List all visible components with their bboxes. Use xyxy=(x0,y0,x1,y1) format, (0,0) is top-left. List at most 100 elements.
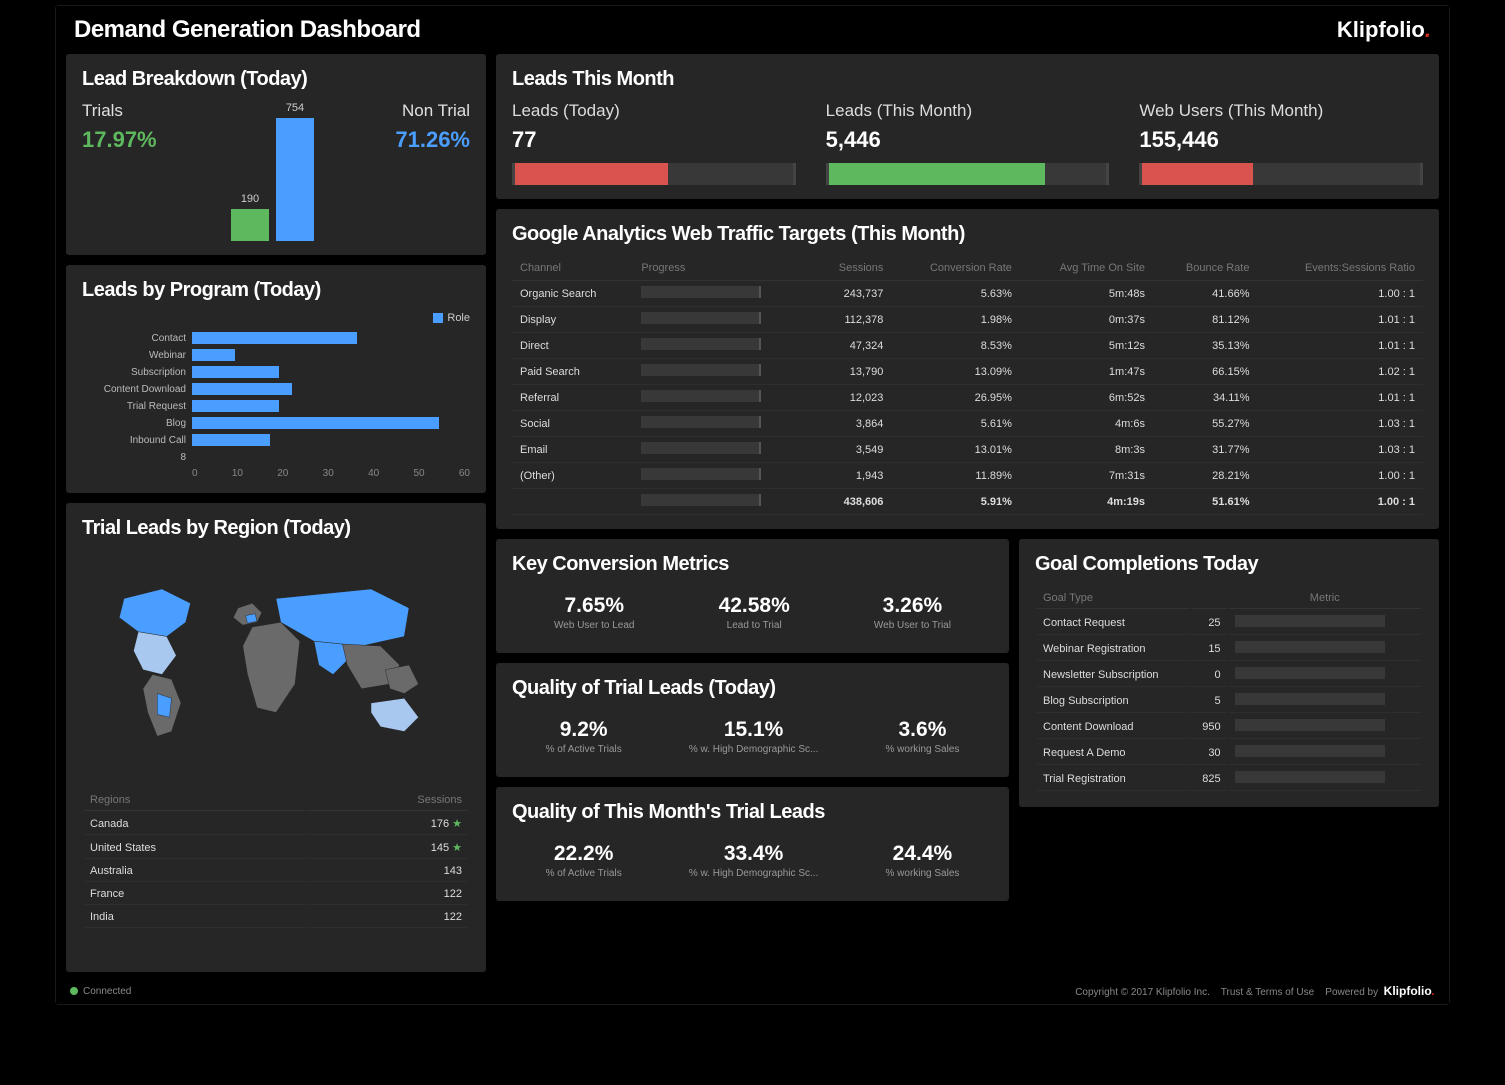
metric: 42.58%Lead to Trial xyxy=(719,594,790,631)
program-row: 8 xyxy=(82,449,470,465)
x-axis: 0102030405060 xyxy=(192,466,470,479)
leads-this-month-card: Leads This Month Leads (Today)77 Leads (T… xyxy=(496,54,1439,199)
progress-bar xyxy=(1235,745,1385,757)
bar: 190 xyxy=(231,209,269,242)
metric-block: Leads (This Month)5,446 xyxy=(826,101,1110,185)
table-row[interactable]: Australia143 xyxy=(84,861,468,882)
world-map-icon xyxy=(86,560,466,770)
program-row: Content Download xyxy=(82,381,470,397)
card-title: Lead Breakdown (Today) xyxy=(82,68,470,91)
bar: 754 xyxy=(276,118,314,242)
program-row: Trial Request xyxy=(82,398,470,414)
progress-bar xyxy=(641,364,761,376)
footer-brand-logo: Klipfolio. xyxy=(1384,984,1435,998)
table-row[interactable]: Paid Search13,79013.09%1m:47s66.15%1.02 … xyxy=(512,359,1423,385)
progress-bar xyxy=(641,442,761,454)
card-title: Goal Completions Today xyxy=(1035,553,1423,576)
card-title: Leads by Program (Today) xyxy=(82,279,470,302)
program-row: Inbound Call xyxy=(82,432,470,448)
table-row[interactable]: India122 xyxy=(84,907,468,928)
table-row[interactable]: Contact Request25 xyxy=(1037,611,1421,635)
metric-block: Leads (Today)77 xyxy=(512,101,796,185)
table-row[interactable]: Email3,54913.01%8m:3s31.77%1.03 : 1 xyxy=(512,437,1423,463)
table-row[interactable]: Organic Search243,7375.63%5m:48s41.66%1.… xyxy=(512,281,1423,307)
progress-bar xyxy=(1235,693,1385,705)
footer: Connected Copyright © 2017 Klipfolio Inc… xyxy=(56,978,1449,1004)
card-title: Quality of This Month's Trial Leads xyxy=(512,801,993,824)
card-title: Key Conversion Metrics xyxy=(512,553,993,576)
card-title: Google Analytics Web Traffic Targets (Th… xyxy=(512,223,1423,246)
progress-bar xyxy=(641,468,761,480)
bar xyxy=(192,332,357,344)
leads-by-program-card: Leads by Program (Today) Role ContactWeb… xyxy=(66,265,486,493)
star-icon: ★ xyxy=(452,842,462,854)
brand-logo: Klipfolio. xyxy=(1337,17,1431,43)
goal-completions-card: Goal Completions Today Goal TypeMetric C… xyxy=(1019,539,1439,807)
star-icon: ★ xyxy=(452,818,462,830)
ga-targets-card: Google Analytics Web Traffic Targets (Th… xyxy=(496,209,1439,529)
table-row[interactable]: Social3,8645.61%4m:6s55.27%1.03 : 1 xyxy=(512,411,1423,437)
table-row[interactable]: Referral12,02326.95%6m:52s34.11%1.01 : 1 xyxy=(512,385,1423,411)
metric: 3.6%% working Sales xyxy=(885,718,959,755)
program-bar-chart: ContactWebinarSubscriptionContent Downlo… xyxy=(82,330,470,465)
metric: 15.1%% w. High Demographic Sc... xyxy=(689,718,819,755)
progress-bar xyxy=(641,494,761,506)
table-row[interactable]: Content Download950 xyxy=(1037,715,1421,739)
table-row[interactable]: (Other)1,94311.89%7m:31s28.21%1.00 : 1 xyxy=(512,463,1423,489)
table-row[interactable]: Newsletter Subscription0 xyxy=(1037,663,1421,687)
table-row[interactable]: Trial Registration825 xyxy=(1037,767,1421,791)
progress-bar xyxy=(641,312,761,324)
quality-month-card: Quality of This Month's Trial Leads 22.2… xyxy=(496,787,1009,901)
metric: 9.2%% of Active Trials xyxy=(546,718,622,755)
table-row[interactable]: Canada176 ★ xyxy=(84,813,468,835)
table-row[interactable]: 438,6065.91%4m:19s51.61%1.00 : 1 xyxy=(512,489,1423,515)
trials-metric: Trials 17.97% xyxy=(82,101,157,153)
progress-bar xyxy=(641,390,761,402)
bar xyxy=(192,383,292,395)
progress-bar xyxy=(1235,771,1385,783)
bar xyxy=(192,366,279,378)
metric: 22.2%% of Active Trials xyxy=(546,842,622,879)
regions-table: RegionsSessions Canada176 ★United States… xyxy=(82,788,470,930)
goals-table: Goal TypeMetric Contact Request25Webinar… xyxy=(1035,586,1423,793)
program-row: Webinar xyxy=(82,347,470,363)
metric: 7.65%Web User to Lead xyxy=(554,594,634,631)
progress-bar xyxy=(641,416,761,428)
quality-today-card: Quality of Trial Leads (Today) 9.2%% of … xyxy=(496,663,1009,777)
table-row[interactable]: France122 xyxy=(84,884,468,905)
bar xyxy=(192,349,235,361)
table-row[interactable]: Blog Subscription5 xyxy=(1037,689,1421,713)
header: Demand Generation Dashboard Klipfolio. xyxy=(56,6,1449,54)
table-row[interactable]: Display112,3781.98%0m:37s81.12%1.01 : 1 xyxy=(512,307,1423,333)
card-title: Leads This Month xyxy=(512,68,1423,91)
table-row[interactable]: Request A Demo30 xyxy=(1037,741,1421,765)
progress-bar xyxy=(1235,667,1385,679)
nontrial-metric: Non Trial 71.26% xyxy=(395,101,470,153)
progress-bar xyxy=(826,163,1110,185)
table-row[interactable]: United States145 ★ xyxy=(84,837,468,859)
metric: 24.4%% working Sales xyxy=(885,842,959,879)
progress-bar xyxy=(641,338,761,350)
table-row[interactable]: Direct47,3248.53%5m:12s35.13%1.01 : 1 xyxy=(512,333,1423,359)
table-row[interactable]: Webinar Registration15 xyxy=(1037,637,1421,661)
page-title: Demand Generation Dashboard xyxy=(74,16,421,44)
card-title: Trial Leads by Region (Today) xyxy=(82,517,470,540)
ga-table: ChannelProgressSessionsConversion RateAv… xyxy=(512,256,1423,515)
progress-bar xyxy=(641,286,761,298)
regions-card: Trial Leads by Region (Today) xyxy=(66,503,486,972)
status-dot-icon xyxy=(70,987,78,995)
bar xyxy=(192,434,270,446)
connection-status: Connected xyxy=(70,986,131,997)
bar xyxy=(192,417,439,429)
lead-breakdown-card: Lead Breakdown (Today) Trials 17.97% 190… xyxy=(66,54,486,255)
metric-block: Web Users (This Month)155,446 xyxy=(1139,101,1423,185)
metric: 33.4%% w. High Demographic Sc... xyxy=(689,842,819,879)
metric: 3.26%Web User to Trial xyxy=(874,594,951,631)
progress-bar xyxy=(1139,163,1423,185)
progress-bar xyxy=(512,163,796,185)
terms-link[interactable]: Trust & Terms of Use xyxy=(1221,987,1314,998)
program-row: Subscription xyxy=(82,364,470,380)
lead-breakdown-bar-chart: 190754 xyxy=(206,101,346,241)
world-map[interactable] xyxy=(82,550,470,780)
progress-bar xyxy=(1235,615,1385,627)
